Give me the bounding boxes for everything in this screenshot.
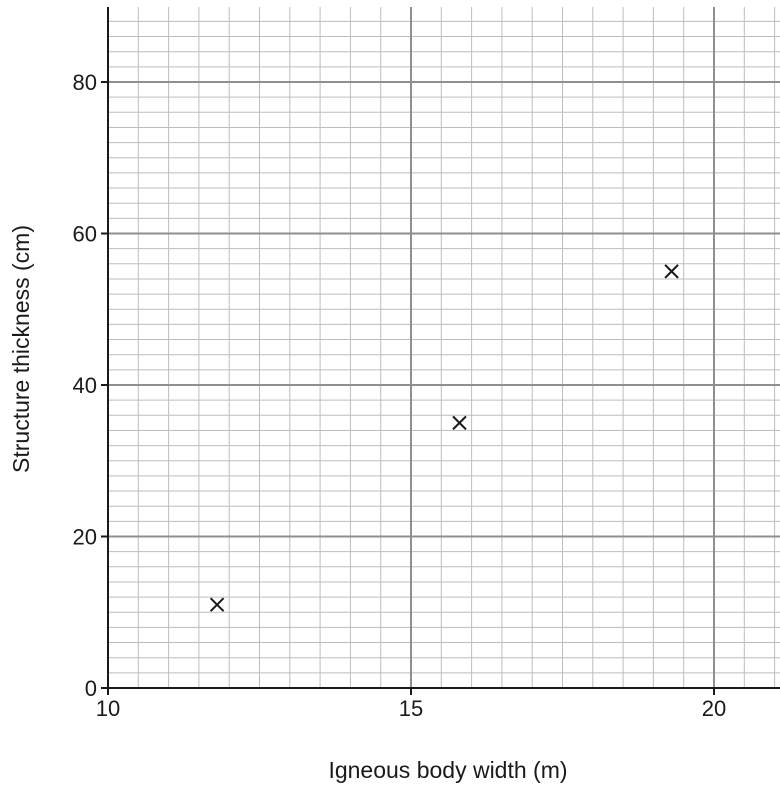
x-tick-label: 20 — [702, 696, 726, 721]
y-tick-label: 0 — [85, 676, 97, 701]
x-axis-ticks: 1015202530 — [96, 688, 726, 721]
y-tick-label: 40 — [73, 373, 97, 398]
y-axis-ticks: 0 20 40 60 80 — [73, 70, 108, 701]
axes — [107, 7, 780, 689]
x-tick-label: 15 — [399, 696, 423, 721]
y-tick-label: 80 — [73, 70, 97, 95]
data-points — [209, 264, 679, 612]
y-axis-label: Structure thickness (cm) — [8, 225, 34, 473]
data-point-stroke — [209, 597, 225, 612]
x-tick-label: 10 — [96, 696, 120, 721]
data-point — [452, 415, 467, 431]
data-point-stroke — [452, 415, 467, 431]
y-tick-label: 20 — [73, 525, 97, 550]
data-point — [209, 597, 225, 612]
y-tick-label: 60 — [73, 222, 97, 247]
data-point-stroke — [664, 264, 679, 279]
x-axis-label: Igneous body width (m) — [328, 757, 567, 783]
data-point — [664, 264, 679, 279]
major-gridlines — [107, 7, 780, 689]
minor-gridlines — [108, 7, 780, 688]
